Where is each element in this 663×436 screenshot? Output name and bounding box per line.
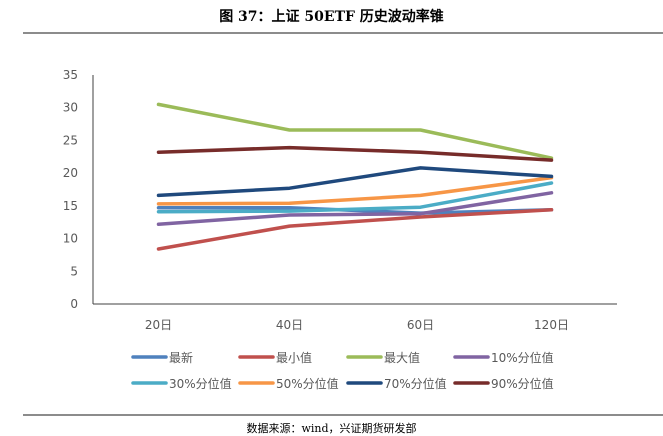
legend-item: 70%分位值 bbox=[346, 376, 447, 391]
axes bbox=[92, 75, 617, 305]
x-tick-label: 60日 bbox=[407, 318, 434, 332]
legend-label: 50%分位值 bbox=[276, 376, 339, 391]
legend-item: 90%分位值 bbox=[453, 376, 554, 391]
series-line-2 bbox=[156, 102, 554, 160]
chart-title: 图 37：上证 50ETF 历史波动率锥 bbox=[219, 9, 444, 25]
series-line-1 bbox=[156, 208, 554, 251]
legend-label: 最新 bbox=[169, 350, 193, 365]
series-line-7 bbox=[156, 145, 554, 162]
legend: 最新 最小值 最大值 10%分位值 30%分位值 50%分位值 70%分位值 90%分位值 bbox=[131, 350, 554, 391]
series-lines bbox=[156, 102, 554, 251]
legend-label: 10%分位值 bbox=[491, 350, 554, 365]
y-tick-label: 25 bbox=[63, 133, 78, 147]
legend-item: 10%分位值 bbox=[453, 350, 554, 365]
legend-label: 最小值 bbox=[276, 350, 312, 365]
legend-label: 最大值 bbox=[384, 350, 420, 365]
footer-divider bbox=[23, 414, 663, 416]
data-source-note: 数据来源：wind，兴证期货研发部 bbox=[246, 422, 417, 435]
legend-label: 90%分位值 bbox=[491, 376, 554, 391]
y-tick-label: 30 bbox=[63, 101, 78, 115]
legend-label: 30%分位值 bbox=[169, 376, 232, 391]
y-tick-label: 15 bbox=[63, 199, 78, 213]
y-axis-ticks: 0 5 10 15 20 25 30 35 bbox=[63, 68, 78, 311]
series-line-5 bbox=[156, 175, 554, 206]
series-line-4 bbox=[156, 181, 554, 214]
legend-item: 30%分位值 bbox=[131, 376, 232, 391]
x-axis-ticks: 20日 40日 60日 120日 bbox=[145, 318, 569, 332]
legend-item: 最新 bbox=[131, 350, 193, 365]
y-tick-label: 5 bbox=[70, 264, 78, 278]
series-line-3 bbox=[156, 191, 554, 226]
legend-item: 最大值 bbox=[346, 350, 420, 365]
y-tick-label: 0 bbox=[70, 297, 78, 311]
header-divider bbox=[23, 32, 663, 34]
legend-item: 50%分位值 bbox=[238, 376, 339, 391]
x-tick-label: 120日 bbox=[534, 318, 569, 332]
series-line-6 bbox=[156, 166, 554, 198]
y-tick-label: 20 bbox=[63, 166, 78, 180]
legend-label: 70%分位值 bbox=[384, 376, 447, 391]
legend-item: 最小值 bbox=[238, 350, 312, 365]
x-tick-label: 20日 bbox=[145, 318, 172, 332]
y-tick-label: 10 bbox=[63, 232, 78, 246]
y-tick-label: 35 bbox=[63, 68, 78, 82]
x-tick-label: 40日 bbox=[276, 318, 303, 332]
